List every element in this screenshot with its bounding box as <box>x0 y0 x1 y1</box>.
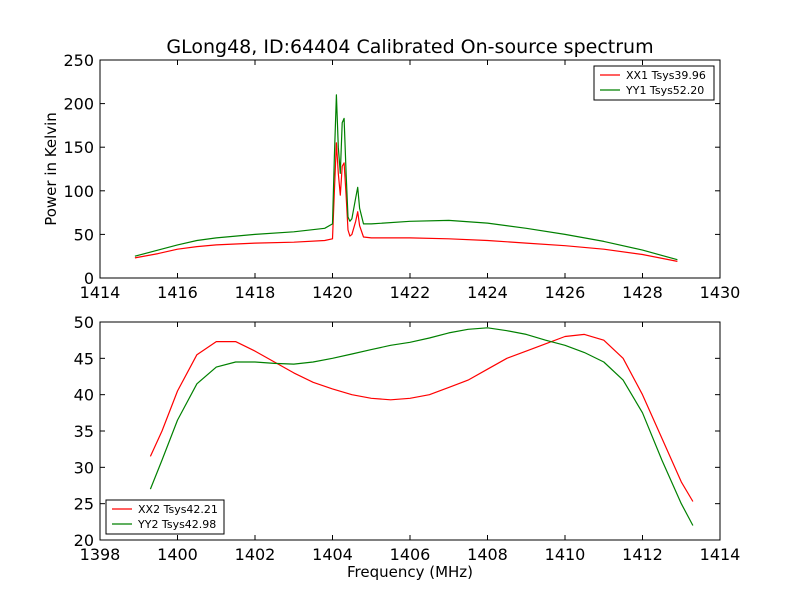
top-series-line-1 <box>134 142 678 262</box>
top-y-tick-label: 100 <box>63 182 94 201</box>
bottom-panel: 1398 1400 1402 1404 1406 1408 1410 1412 1414 20 25… <box>74 313 741 564</box>
top-legend-label-1: XX1 Tsys39.96 <box>626 69 706 82</box>
bottom-series-line-1 <box>149 333 694 502</box>
bottom-y-tick-label: 30 <box>74 458 94 477</box>
chart-title: GLong48, ID:64404 Calibrated On-source s… <box>166 36 653 58</box>
bottom-y-tick-label: 25 <box>74 495 94 514</box>
bottom-y-tick-label: 20 <box>74 531 94 550</box>
bottom-y-tick-label: 50 <box>74 313 94 332</box>
top-x-tick-label: 1430 <box>700 283 741 302</box>
top-y-tick-label: 200 <box>63 95 94 114</box>
top-x-tick-label: 1420 <box>312 283 353 302</box>
bottom-x-tick-label: 1400 <box>157 545 198 564</box>
top-y-tick-label: 50 <box>74 225 94 244</box>
bottom-x-tick-label: 1410 <box>545 545 586 564</box>
top-x-tick-label: 1416 <box>157 283 198 302</box>
bottom-x-tick-label: 1412 <box>622 545 663 564</box>
bottom-x-tick-label: 1408 <box>467 545 508 564</box>
top-x-tick-label: 1418 <box>235 283 276 302</box>
bottom-y-tick-label: 40 <box>74 386 94 405</box>
bottom-x-axis-label: Frequency (MHz) <box>347 563 473 581</box>
bottom-x-tick-label: 1404 <box>312 545 353 564</box>
top-series-line-2 <box>134 94 678 261</box>
top-legend: XX1 Tsys39.96 YY1 Tsys52.20 <box>593 65 715 101</box>
bottom-x-tick-label: 1406 <box>390 545 431 564</box>
bottom-legend: XX2 Tsys42.21 YY2 Tsys42.98 <box>105 499 225 535</box>
top-y-tick-label: 0 <box>84 269 94 288</box>
top-x-tick-label: 1426 <box>545 283 586 302</box>
top-y-tick-label: 150 <box>63 138 94 157</box>
top-x-tick-label: 1424 <box>467 283 508 302</box>
bottom-legend-box <box>105 499 225 535</box>
top-x-tick-label: 1414 <box>80 283 121 302</box>
top-legend-label-2: YY1 Tsys52.20 <box>625 84 704 97</box>
bottom-series-line-2 <box>149 327 694 526</box>
top-x-tick-label: 1428 <box>622 283 663 302</box>
top-legend-box <box>593 65 715 101</box>
bottom-x-tick-label: 1402 <box>235 545 276 564</box>
bottom-y-tick-label: 35 <box>74 422 94 441</box>
top-y-axis-label: Power in Kelvin <box>42 112 60 226</box>
bottom-y-tick-label: 45 <box>74 349 94 368</box>
bottom-legend-label-2: YY2 Tsys42.98 <box>137 518 216 531</box>
bottom-legend-label-1: XX2 Tsys42.21 <box>138 503 218 516</box>
top-x-tick-label: 1422 <box>390 283 431 302</box>
top-panel: 1414 1416 1418 1420 1422 1424 1426 1428 1430 0 50 1… <box>63 51 740 302</box>
top-y-tick-label: 250 <box>63 51 94 70</box>
bottom-x-tick-label: 1398 <box>80 545 121 564</box>
bottom-x-tick-label: 1414 <box>700 545 741 564</box>
